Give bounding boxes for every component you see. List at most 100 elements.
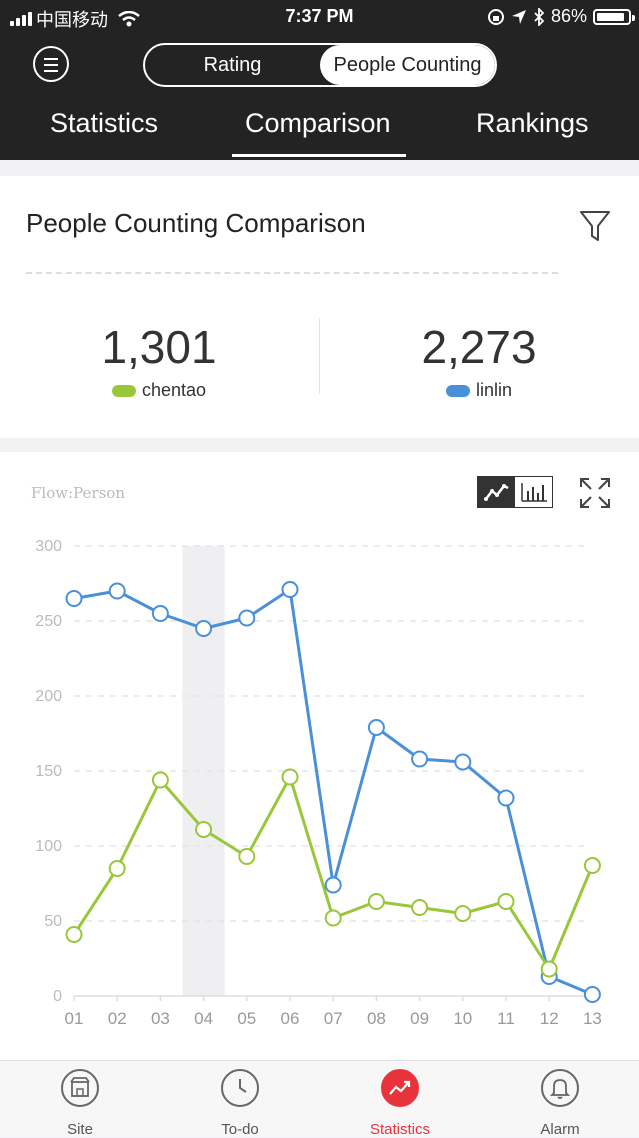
signal-icon (10, 12, 32, 26)
data-point-chentao (151, 771, 169, 789)
nav-label: To-do (221, 1121, 259, 1138)
y-tick-label: 200 (35, 688, 62, 705)
series-line-chentao (72, 775, 594, 971)
data-point-chentao (367, 893, 385, 910)
legend-label: linlin (475, 380, 513, 400)
nav-alarm[interactable]: Alarm (500, 1069, 620, 1138)
status-time: 7:37 PM (285, 6, 354, 26)
data-point-chentao (108, 860, 126, 877)
data-point-linlin (65, 590, 83, 607)
x-tick-label: 07 (324, 1009, 343, 1028)
data-point-linlin (583, 986, 601, 1003)
status-bar: 中国移动 7:37 PM 86% (0, 0, 639, 34)
wifi-icon (118, 11, 140, 27)
line-chart-icon (483, 484, 509, 501)
x-tick-label: 02 (108, 1009, 127, 1028)
x-tick-label: 13 (583, 1009, 602, 1028)
stat-chentao: 1,301 chentao (9, 320, 309, 401)
data-point-chentao (454, 905, 472, 922)
x-tick-label: 12 (540, 1009, 559, 1028)
stat-linlin: 2,273 linlin (329, 320, 629, 401)
stat-value: 1,301 (101, 321, 217, 373)
data-point-chentao (195, 821, 213, 838)
x-tick-label: 10 (453, 1009, 472, 1028)
x-tick-label: 05 (237, 1009, 256, 1028)
filter-icon[interactable] (578, 208, 612, 244)
nav-label: Alarm (540, 1121, 580, 1138)
legend-swatch-chentao (111, 384, 136, 397)
data-point-chentao (281, 768, 299, 786)
nav-statistics[interactable]: Statistics (340, 1069, 460, 1138)
stat-divider (319, 318, 320, 394)
nav-todo[interactable]: To-do (180, 1069, 300, 1138)
data-point-linlin (411, 750, 429, 768)
fullscreen-icon[interactable] (578, 476, 612, 510)
bluetooth-icon (534, 7, 545, 26)
data-point-chentao (583, 857, 601, 874)
x-tick-label: 09 (410, 1009, 429, 1028)
status-right: 86% (487, 6, 635, 27)
series-line-linlin (73, 588, 593, 996)
y-tick-label: 250 (35, 613, 62, 630)
data-point-linlin (195, 620, 213, 637)
data-point-linlin (454, 753, 472, 771)
people-counting-line-chart: 0 50 100 150 200 250 300 01 02 03 04 05 06 07 08 09 10 11… (35, 538, 602, 1028)
x-tick-label: 03 (151, 1009, 170, 1028)
menu-button[interactable] (33, 46, 69, 82)
tab-rankings[interactable]: Rankings (476, 108, 589, 138)
legend-swatch-linlin (445, 384, 470, 397)
data-point-linlin (367, 719, 385, 736)
location-icon (511, 9, 526, 24)
data-point-chentao (238, 848, 256, 865)
data-point-linlin (497, 789, 515, 807)
segment-people-counting[interactable]: People Counting (320, 45, 495, 85)
y-tick-label: 100 (35, 838, 62, 855)
data-point-linlin (151, 605, 169, 622)
bottom-nav: Site To-do Statistics Alarm (0, 1060, 639, 1138)
y-tick-label: 50 (44, 913, 62, 930)
nav-label: Site (67, 1121, 93, 1138)
card-title: People Counting Comparison (26, 208, 366, 238)
app-header: 中国移动 7:37 PM 86% Rating (0, 0, 639, 160)
store-icon (61, 1069, 99, 1107)
x-tick-label: 06 (281, 1009, 300, 1028)
x-tick-label: 08 (367, 1009, 386, 1028)
x-tick-label: 01 (65, 1009, 84, 1028)
line-chart-button[interactable] (478, 477, 515, 507)
rotation-lock-icon (487, 8, 504, 25)
nav-site[interactable]: Site (20, 1069, 140, 1138)
bell-icon (541, 1069, 579, 1107)
tab-bar: Statistics Comparison Rankings (0, 100, 639, 160)
mode-segmented-control: Rating People Counting (143, 43, 497, 87)
carrier-info: 中国移动 (10, 6, 140, 32)
data-point-linlin (324, 876, 342, 894)
battery-percent: 86% (550, 6, 587, 26)
legend-label: chentao (141, 380, 207, 400)
tab-comparison[interactable]: Comparison (245, 108, 391, 138)
data-point-chentao (411, 899, 429, 916)
y-tick-label: 150 (35, 763, 62, 780)
active-tab-indicator (232, 154, 406, 157)
data-point-linlin (281, 581, 299, 598)
data-point-linlin (108, 582, 126, 600)
bar-chart-icon (520, 483, 547, 502)
chart-type-toggle (477, 476, 553, 508)
tab-statistics[interactable]: Statistics (50, 108, 159, 138)
comparison-summary-card: People Counting Comparison 1,301 chentao… (0, 176, 639, 438)
data-point-chentao (324, 909, 342, 927)
x-tick-label: 04 (194, 1009, 213, 1028)
data-point-chentao (497, 893, 515, 910)
clock-icon (221, 1069, 259, 1107)
battery-icon (593, 8, 635, 25)
stat-value: 2,273 (421, 321, 537, 373)
data-point-linlin (238, 609, 256, 627)
chart-card: Flow:Person 0 50 100 1 (0, 452, 639, 1060)
x-tick-label: 11 (497, 1009, 515, 1028)
trend-icon (381, 1069, 419, 1107)
data-point-chentao (540, 960, 558, 978)
segment-rating[interactable]: Rating (203, 53, 262, 76)
nav-label: Statistics (369, 1121, 430, 1138)
y-axis-unit-label: Flow:Person (31, 484, 125, 502)
bar-chart-button[interactable] (515, 477, 552, 507)
data-point-chentao (65, 926, 83, 943)
